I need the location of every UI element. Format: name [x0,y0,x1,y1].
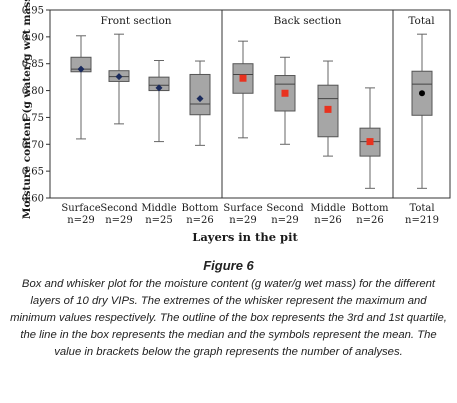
figure-caption: Figure 6 Box and whisker plot for the mo… [0,258,457,361]
box-back-section-second [274,56,296,145]
box-iqr [189,73,211,116]
x-category-label: Second [266,203,304,214]
x-category-label: Total [409,203,434,214]
mean-marker [281,89,289,97]
x-count-label: n=26 [314,215,342,226]
box-front-section-surface [70,35,92,140]
mean-marker [239,74,247,82]
mean-marker [115,73,123,81]
y-tick-label: 0.80 [22,86,44,97]
figure-caption-text: Box and whisker plot for the moisture co… [10,278,447,358]
x-count-label: n=25 [145,215,173,226]
x-count-label: n=29 [105,215,133,226]
section-header: Back section [274,15,342,27]
y-tick-label: 0.60 [22,194,44,205]
box-total-total [411,33,433,189]
y-tick-label: 0.65 [22,167,44,178]
y-tick-label: 0.75 [22,113,44,124]
x-category-label: Bottom [352,203,389,214]
x-count-label: n=219 [405,215,439,226]
mean-marker [324,105,332,113]
y-tick-label: 0.85 [22,59,44,70]
x-count-label: n=29 [67,215,95,226]
mean-marker [366,138,374,146]
x-count-label: n=26 [186,215,214,226]
box-front-section-second [108,33,130,125]
x-axis-label: Layers in the pit [192,230,298,244]
x-count-label: n=26 [356,215,384,226]
mean-marker [77,65,85,73]
section-header: Total [408,15,435,27]
x-category-label: Surface [61,203,100,214]
mean-marker [419,90,425,97]
x-category-label: Bottom [182,203,219,214]
box-front-section-middle [148,59,170,143]
box-back-section-bottom [359,87,381,189]
box-plot-chart: Front section Back section Total 0.60 0.65 0.… [21,0,451,244]
y-tick-label: 0.70 [22,140,44,151]
section-header: Front section [100,15,171,27]
box-back-section-middle [317,60,339,157]
x-count-label: n=29 [271,215,299,226]
plot-frame [49,9,451,199]
x-category-label: Second [100,203,138,214]
y-tick-label: 0.95 [22,6,44,17]
box-back-section-surface [232,40,254,139]
box-front-section-bottom [189,60,211,146]
x-category-label: Middle [310,203,345,214]
mean-marker [155,84,163,92]
figure-title: Figure 6 [203,258,254,273]
x-category-label: Middle [141,203,176,214]
x-category-label: Surface [223,203,262,214]
y-axis-label: Moisture content (g water/g wet mass) [21,0,33,219]
mean-marker [196,95,204,103]
x-count-label: n=29 [229,215,257,226]
y-tick-label: 0.90 [22,32,44,43]
